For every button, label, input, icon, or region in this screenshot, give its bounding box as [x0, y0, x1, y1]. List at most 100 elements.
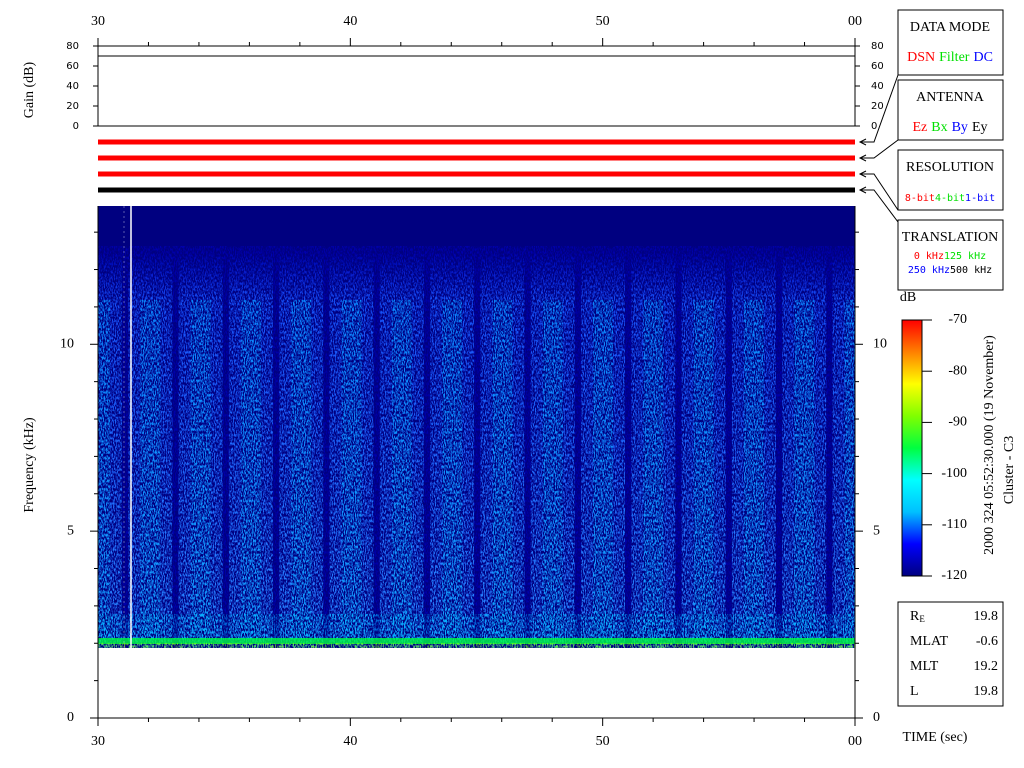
mode-items: 0 kHz125 kHz: [914, 251, 986, 262]
arrow-head: [858, 186, 867, 194]
y-tick-label: 80: [66, 41, 79, 52]
ephemeris-label-text: L: [910, 684, 919, 699]
mode-bar: [98, 187, 855, 193]
burst-stripe-core: [240, 300, 261, 648]
ephemeris-label: L: [910, 684, 919, 699]
mode-item: 1-bit: [965, 193, 995, 204]
mode-items: Ez Bx By Ey: [912, 120, 987, 135]
y-tick-label: 0: [73, 121, 79, 132]
y-tick-label: 10: [60, 336, 74, 351]
arrow-head: [858, 138, 867, 146]
y-tick-label: 20: [871, 101, 884, 112]
spectrogram-image: [98, 46, 855, 648]
mode-arrow: [860, 74, 899, 143]
mode-item: DSN: [907, 50, 935, 65]
mode-item: Filter: [939, 50, 970, 65]
ephemeris-label-text: R: [910, 609, 920, 624]
y-tick-label: 0: [873, 710, 880, 725]
mode-item: Ez: [912, 120, 927, 135]
mode-bar: [98, 155, 855, 161]
y-tick-label: 5: [873, 523, 880, 538]
spacecraft-caption: Cluster - C3: [1002, 436, 1017, 504]
mode-arrow: [860, 139, 899, 159]
y-tick-label: 40: [871, 81, 884, 92]
mode-box: [897, 79, 1004, 141]
x-tick-label: 30: [91, 734, 105, 749]
x-tick-label: 40: [343, 734, 357, 749]
colorbar: [901, 319, 923, 577]
y-tick-label: 0: [871, 121, 877, 132]
ephemeris-label: RE: [910, 609, 925, 624]
colorbar-tick-label: -90: [948, 415, 967, 430]
mode-item: DC: [973, 50, 992, 65]
mode-box: [897, 219, 1004, 291]
mode-title: TRANSLATION: [902, 230, 998, 245]
burst-stripe-core: [492, 300, 513, 648]
arrow-head: [858, 170, 867, 178]
burst-stripe-core: [140, 300, 161, 648]
mode-item: Ey: [972, 120, 988, 135]
burst-stripe-core: [794, 300, 815, 648]
burst-stripe-core: [190, 300, 211, 648]
mode-bar: [98, 139, 855, 145]
gain-axis-label: Gain (dB): [22, 61, 37, 118]
frequency-axis-label: Frequency (kHz): [22, 417, 37, 513]
y-tick-label: 40: [66, 81, 79, 92]
colorbar-tick-label: -80: [948, 363, 967, 378]
low-band: [98, 614, 855, 640]
colorbar-tick-label: -110: [942, 517, 967, 532]
y-tick-label: 0: [67, 710, 74, 725]
burst-stripe-core: [391, 300, 412, 648]
mode-title: ANTENNA: [916, 90, 985, 105]
mode-box: [897, 149, 1004, 211]
ephemeris-value: 19.8: [974, 684, 999, 699]
ephemeris-box: [897, 601, 1004, 707]
ephemeris-value: 19.8: [974, 609, 999, 624]
burst-stripe-core: [291, 300, 312, 648]
mode-item: By: [952, 120, 968, 135]
mode-bar: [98, 171, 855, 177]
mode-item: 8-bit: [905, 193, 935, 204]
colorbar-tick-label: -100: [941, 466, 967, 481]
x-tick-label: 50: [596, 14, 610, 29]
ephemeris-label-text: MLT: [910, 659, 939, 674]
ephemeris-label: MLAT: [910, 634, 949, 649]
background-speckle: [98, 246, 855, 648]
time-axis-label: TIME (sec): [903, 730, 968, 745]
x-tick-label: 50: [596, 734, 610, 749]
mode-item: Bx: [931, 120, 947, 135]
arrow-head: [858, 154, 867, 162]
colorbar-tick-label: -70: [948, 312, 967, 327]
mode-box: [897, 9, 1004, 76]
burst-stripe-core: [844, 300, 855, 648]
mode-item: 4-bit: [935, 193, 965, 204]
burst-stripe-core: [542, 300, 563, 648]
emission-line: [98, 638, 855, 644]
y-tick-label: 60: [66, 61, 79, 72]
colorbar-title: dB: [900, 290, 916, 305]
y-tick-label: 10: [873, 336, 887, 351]
y-tick-label: 60: [871, 61, 884, 72]
mode-item: 500 kHz: [950, 265, 992, 276]
burst-stripe-core: [442, 300, 463, 648]
y-tick-label: 5: [67, 523, 74, 538]
mode-items: 250 kHz500 kHz: [908, 265, 992, 276]
ephemeris-label-sub: E: [919, 614, 925, 624]
burst-stripe-core: [643, 300, 664, 648]
ephemeris-label-text: MLAT: [910, 634, 949, 649]
burst-stripe-core: [341, 300, 362, 648]
mode-items: 8-bit4-bit1-bit: [905, 193, 995, 204]
mode-arrow: [860, 173, 899, 211]
emission-line-core: [98, 643, 855, 648]
x-tick-label: 00: [848, 14, 862, 29]
mode-item: 125 kHz: [944, 251, 986, 262]
mode-item: 250 kHz: [908, 265, 950, 276]
mode-items: DSN Filter DC: [907, 50, 993, 65]
x-tick-label: 30: [91, 14, 105, 29]
burst-stripe-core: [98, 300, 110, 648]
y-tick-label: 80: [871, 41, 884, 52]
y-tick-label: 20: [66, 101, 79, 112]
burst-stripe-core: [693, 300, 714, 648]
ephemeris-value: 19.2: [974, 659, 999, 674]
